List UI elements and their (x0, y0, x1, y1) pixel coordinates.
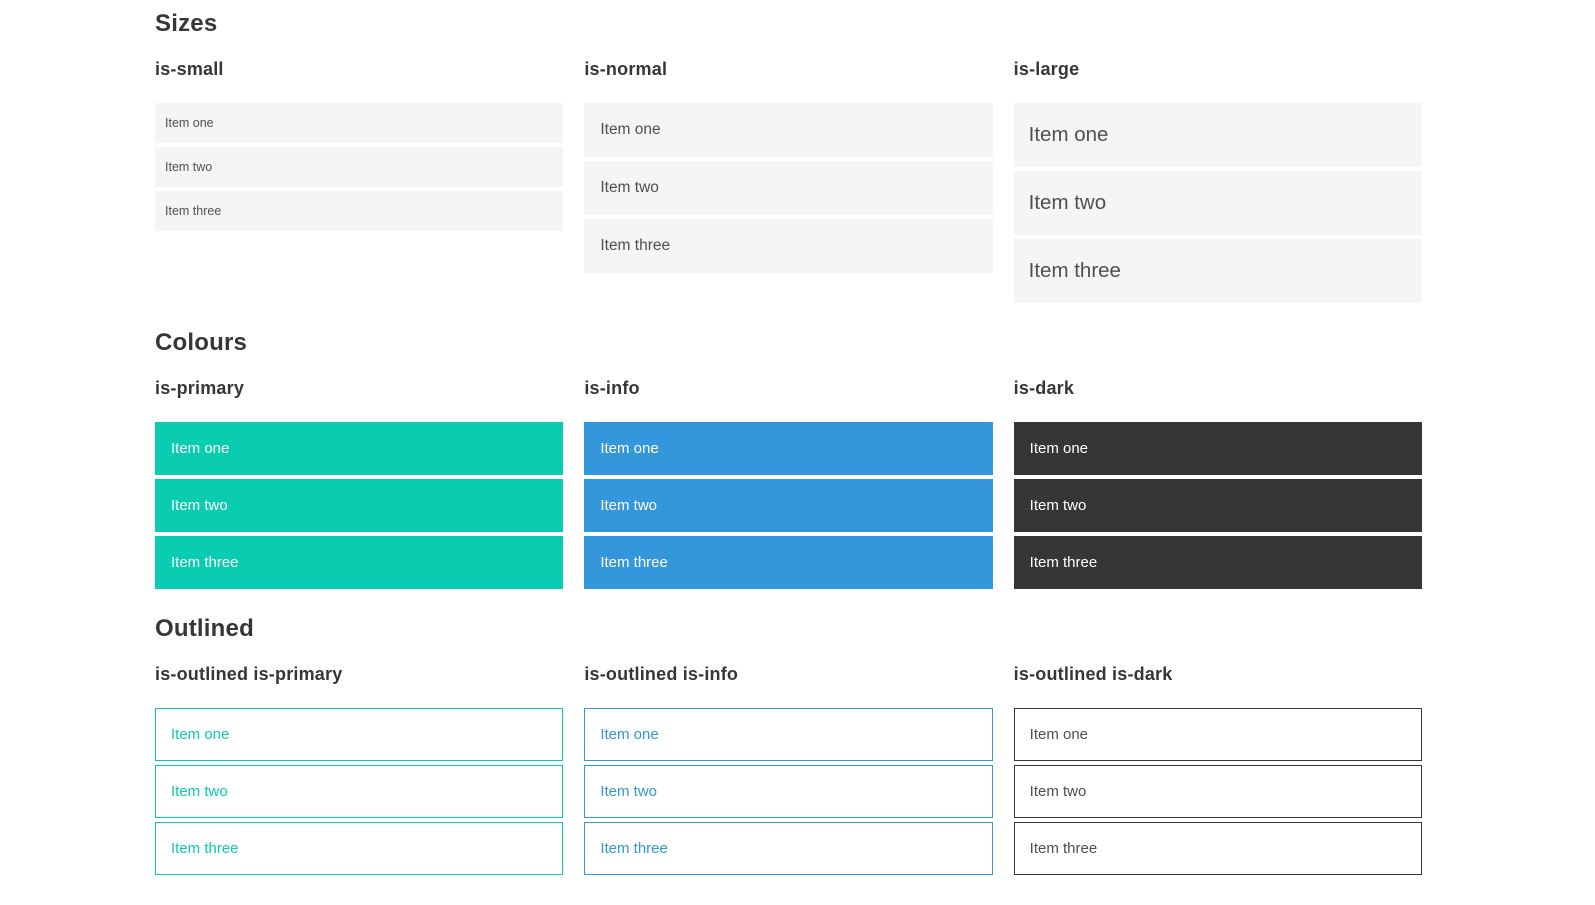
list-item[interactable]: Item one (584, 103, 993, 157)
list-item[interactable]: Item two (584, 161, 993, 215)
list-item[interactable]: Item three (155, 536, 564, 589)
list-item[interactable]: Item two (1013, 479, 1422, 532)
group-label: is-dark (1013, 378, 1075, 398)
section-title: Sizes (155, 10, 218, 37)
list-item[interactable]: Item three (584, 219, 993, 273)
list-item[interactable]: Item two (155, 147, 564, 187)
variant-group: is-primary Item one Item two Item three (155, 378, 564, 589)
list-item[interactable]: Item two (584, 765, 993, 818)
list-item[interactable]: Item one (1013, 422, 1422, 475)
variant-group: is-normal Item one Item two Item three (584, 59, 993, 303)
list-item[interactable]: Item one (155, 103, 564, 143)
item-list: Item one Item two Item three (584, 422, 993, 589)
list-item[interactable]: Item one (155, 422, 564, 475)
item-list: Item one Item two Item three (584, 103, 993, 273)
list-item[interactable]: Item one (584, 422, 993, 475)
section-row: is-primary Item one Item two Item three … (155, 378, 1422, 589)
section-title: Colours (155, 329, 248, 356)
group-label: is-primary (155, 378, 245, 398)
item-list: Item one Item two Item three (155, 708, 564, 875)
list-item[interactable]: Item one (1013, 103, 1422, 167)
component-showcase: Sizes is-small Item one Item two Item th… (155, 10, 1422, 875)
section: Colours is-primary Item one Item two Ite… (155, 329, 1422, 589)
list-item[interactable]: Item three (584, 822, 993, 875)
section-row: is-small Item one Item two Item three is… (155, 59, 1422, 303)
list-item[interactable]: Item two (584, 479, 993, 532)
item-list: Item one Item two Item three (1013, 422, 1422, 589)
group-label: is-normal (584, 59, 668, 79)
group-label: is-large (1013, 59, 1080, 79)
item-list: Item one Item two Item three (1013, 103, 1422, 303)
group-label: is-outlined is-dark (1013, 664, 1173, 684)
variant-group: is-small Item one Item two Item three (155, 59, 564, 303)
variant-group: is-outlined is-info Item one Item two It… (584, 664, 993, 875)
item-list: Item one Item two Item three (155, 103, 564, 231)
list-item[interactable]: Item two (155, 765, 564, 818)
section-title: Outlined (155, 615, 254, 642)
section: Outlined is-outlined is-primary Item one… (155, 615, 1422, 875)
item-list: Item one Item two Item three (584, 708, 993, 875)
list-item[interactable]: Item three (155, 191, 564, 231)
list-item[interactable]: Item three (155, 822, 564, 875)
list-item[interactable]: Item one (1013, 708, 1422, 761)
list-item[interactable]: Item three (1013, 822, 1422, 875)
variant-group: is-large Item one Item two Item three (1013, 59, 1422, 303)
variant-group: is-dark Item one Item two Item three (1013, 378, 1422, 589)
group-label: is-small (155, 59, 224, 79)
item-list: Item one Item two Item three (155, 422, 564, 589)
group-label: is-info (584, 378, 640, 398)
list-item[interactable]: Item two (1013, 171, 1422, 235)
group-label: is-outlined is-info (584, 664, 739, 684)
list-item[interactable]: Item three (1013, 536, 1422, 589)
variant-group: is-info Item one Item two Item three (584, 378, 993, 589)
list-item[interactable]: Item two (1013, 765, 1422, 818)
list-item[interactable]: Item three (1013, 239, 1422, 303)
group-label: is-outlined is-primary (155, 664, 343, 684)
item-list: Item one Item two Item three (1013, 708, 1422, 875)
list-item[interactable]: Item two (155, 479, 564, 532)
list-item[interactable]: Item one (155, 708, 564, 761)
variant-group: is-outlined is-primary Item one Item two… (155, 664, 564, 875)
list-item[interactable]: Item three (584, 536, 993, 589)
list-item[interactable]: Item one (584, 708, 993, 761)
variant-group: is-outlined is-dark Item one Item two It… (1013, 664, 1422, 875)
section: Sizes is-small Item one Item two Item th… (155, 10, 1422, 303)
section-row: is-outlined is-primary Item one Item two… (155, 664, 1422, 875)
